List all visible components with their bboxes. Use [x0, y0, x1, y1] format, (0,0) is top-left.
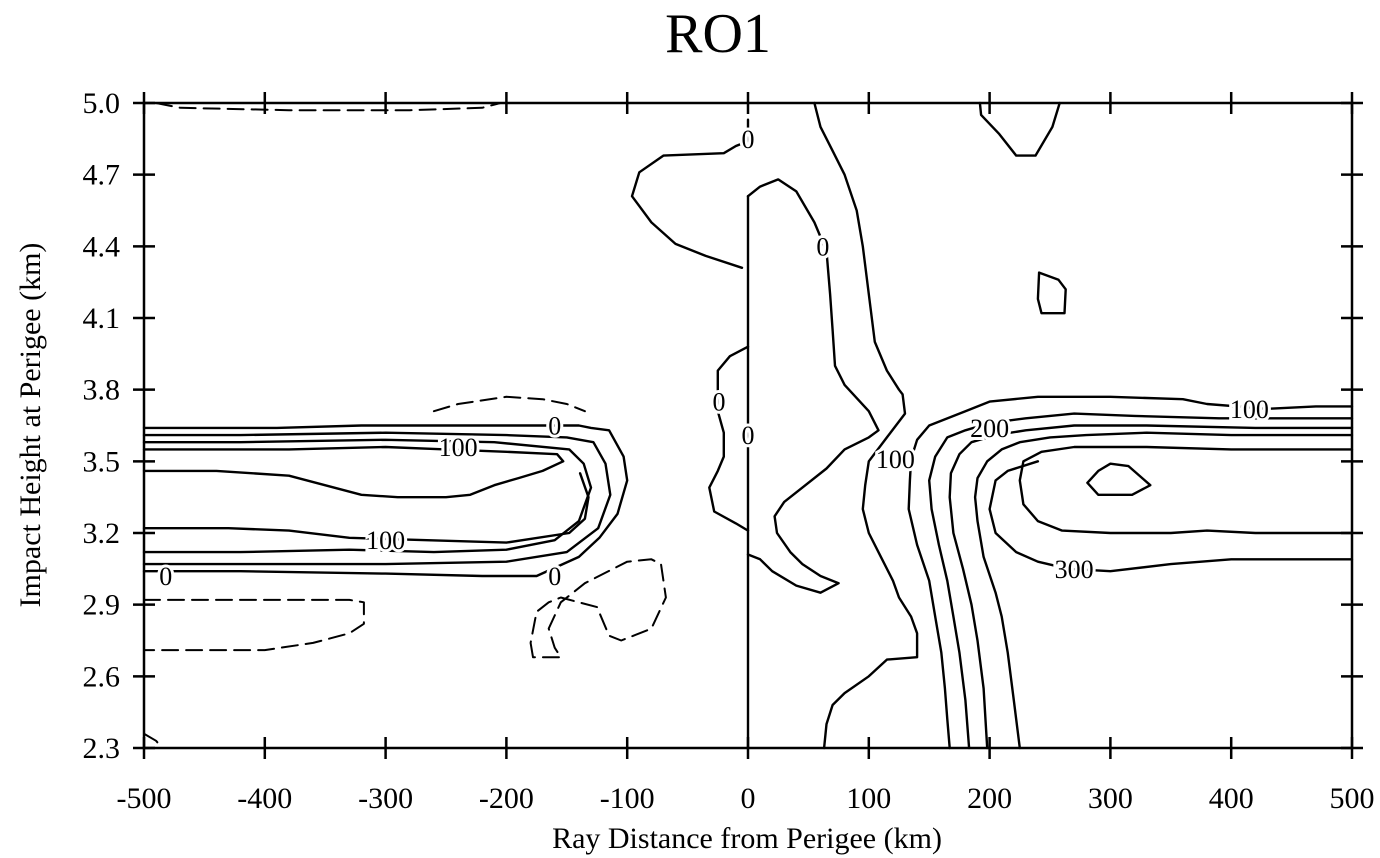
contour-line-13	[746, 178, 880, 594]
contour-label: 100	[366, 526, 405, 555]
contour-line-6	[432, 395, 586, 413]
contour-line-22	[988, 460, 1354, 573]
contour-line-20	[973, 431, 1354, 750]
y-tick-label: 3.5	[83, 445, 121, 478]
contour-line-15	[978, 101, 1061, 157]
contour-line-3	[142, 438, 593, 554]
contour-label: 0	[816, 232, 829, 261]
x-tick-label: -100	[600, 782, 655, 815]
contour-line-0	[155, 102, 502, 112]
contour-line-16	[1036, 271, 1067, 315]
contour-label: 200	[970, 414, 1009, 443]
contour-line-19	[948, 424, 1354, 750]
x-tick-label: 300	[1088, 782, 1133, 815]
y-tick-label: 4.1	[83, 302, 121, 335]
contour-line-17	[907, 395, 1354, 750]
y-tick-label: 3.2	[83, 517, 121, 550]
contour-line-12	[708, 345, 750, 532]
x-tick-label: -200	[479, 782, 534, 815]
x-tick-label: -500	[117, 782, 172, 815]
contour-label: 100	[1230, 395, 1269, 424]
x-tick-label: 400	[1209, 782, 1254, 815]
contour-line-8	[529, 558, 667, 659]
y-tick-label: 4.4	[83, 230, 121, 263]
x-tick-label: 200	[967, 782, 1012, 815]
x-tick-label: -400	[237, 782, 292, 815]
contour-label: 100	[876, 445, 915, 474]
contour-label: 0	[159, 562, 172, 591]
contour-lines	[142, 101, 1354, 750]
contour-label: 0	[548, 412, 561, 441]
y-tick-label: 2.6	[83, 660, 121, 693]
contour-line-21	[1018, 445, 1354, 535]
y-tick-label: 2.9	[83, 589, 121, 622]
chart-title: RO1	[665, 3, 771, 65]
plot-frame	[142, 101, 1354, 750]
x-tick-label: 100	[846, 782, 891, 815]
x-axis-label: Ray Distance from Perigee (km)	[552, 822, 942, 855]
contour-line-2	[142, 431, 612, 566]
y-tick-label: 2.3	[83, 732, 121, 765]
y-tick-label: 4.7	[83, 159, 121, 192]
contour-label: 0	[548, 562, 561, 591]
contour-line-5	[142, 472, 590, 544]
y-tick-label: 5.0	[83, 87, 121, 120]
y-tick-label: 3.8	[83, 374, 121, 407]
x-tick-label: -300	[358, 782, 413, 815]
x-tick-label: 0	[741, 782, 756, 815]
x-tick-label: 500	[1330, 782, 1375, 815]
axis-ticks: -500 -400 -300 -200 -100 0 100 200 300 400 500 2.3 2…	[83, 87, 1375, 815]
contour-line-23	[1086, 462, 1152, 496]
contour-label: 100	[439, 433, 478, 462]
contour-label: 0	[713, 388, 726, 417]
contour-line-10	[630, 118, 750, 269]
contour-line-7	[143, 598, 365, 652]
contour-label: 0	[742, 125, 755, 154]
contour-line-9	[143, 732, 164, 749]
contour-line-18	[928, 412, 1354, 750]
contour-line-1	[142, 424, 629, 578]
contour-label: 0	[742, 421, 755, 450]
contour-line-4	[142, 445, 565, 499]
contour-line-14	[813, 101, 919, 750]
contour-label: 300	[1055, 555, 1094, 584]
y-axis-label: Impact Height at Perigee (km)	[14, 243, 47, 608]
